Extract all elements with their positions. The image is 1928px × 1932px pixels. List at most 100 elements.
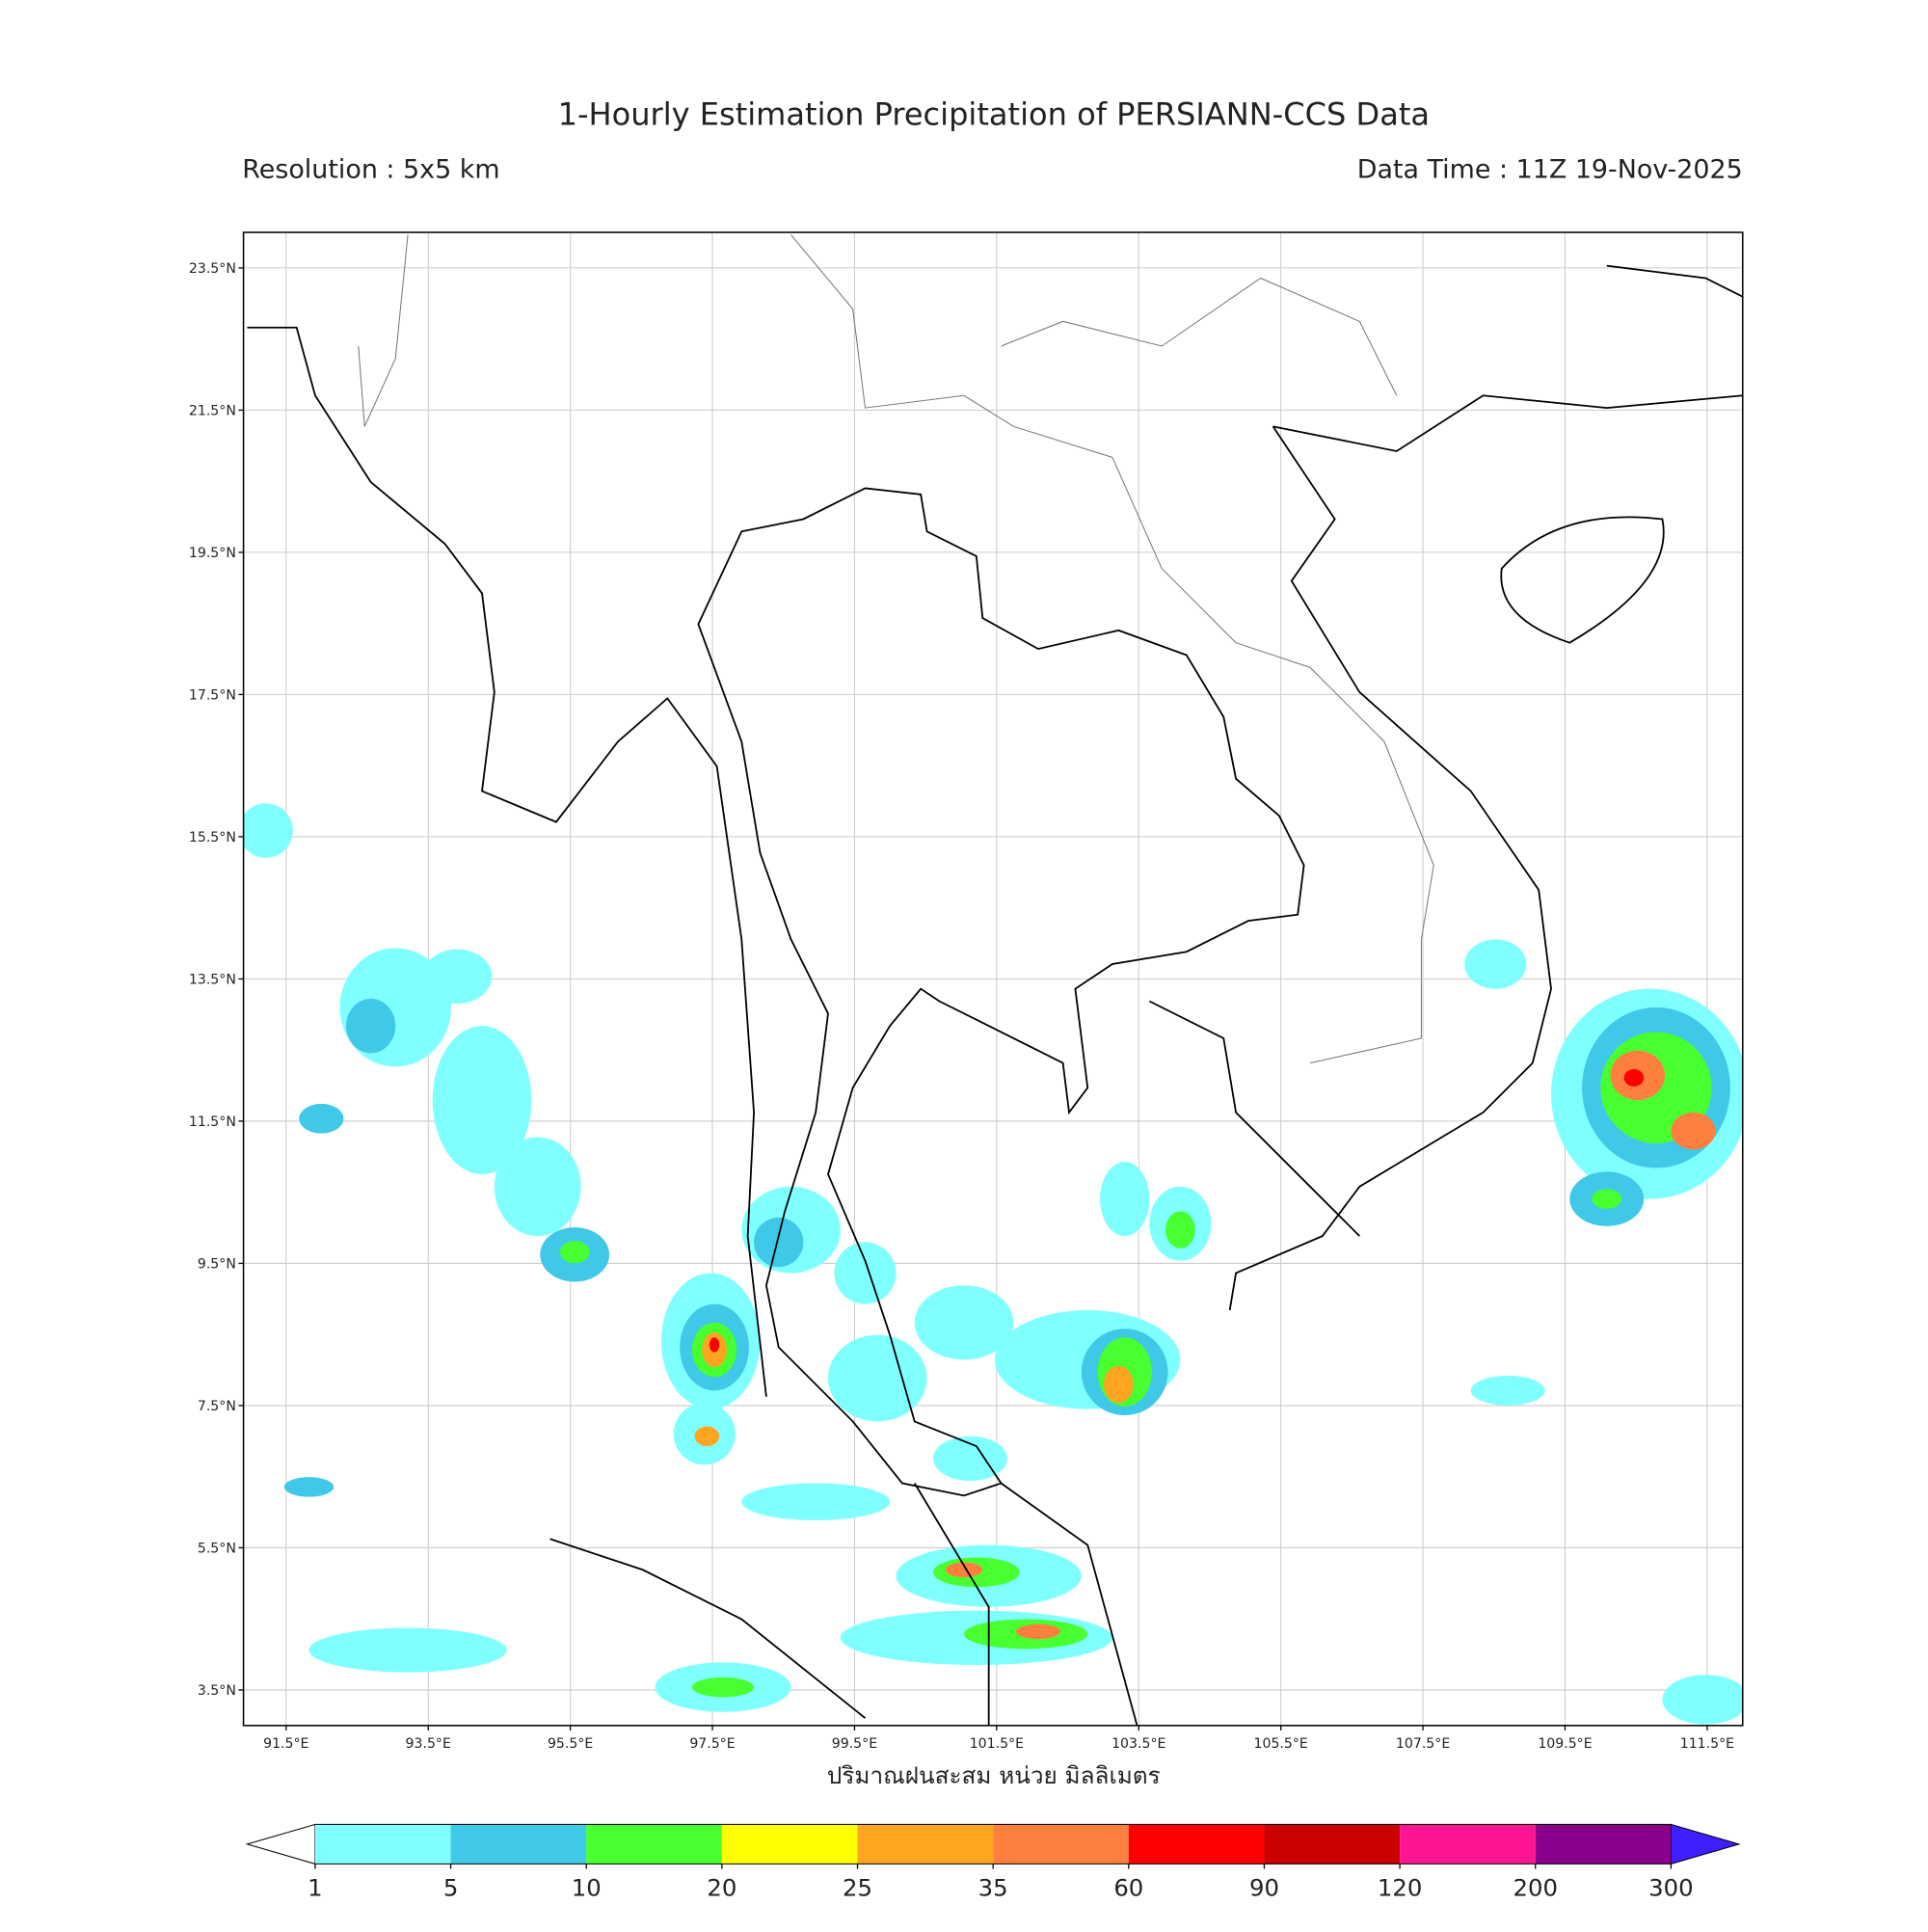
rain-cell xyxy=(828,1334,927,1422)
rain-cell xyxy=(283,1477,335,1497)
x-tick-label: 109.5°E xyxy=(1538,1736,1592,1752)
rain-cell xyxy=(932,1436,1007,1481)
rain-cell xyxy=(1165,1211,1195,1248)
rain-cell xyxy=(1470,1375,1545,1406)
colorbar-under xyxy=(245,1823,316,1865)
colorbar-segment xyxy=(993,1824,1129,1865)
rain-cell xyxy=(308,1627,507,1673)
thailand-outline xyxy=(697,487,1305,1497)
x-tick-label: 105.5°E xyxy=(1254,1736,1308,1752)
rain-cell xyxy=(1103,1365,1134,1404)
colorbar-tick-label: 25 xyxy=(843,1874,872,1902)
sumatra-coast xyxy=(549,1538,867,1719)
rain-cell xyxy=(243,803,293,858)
x-tick-label: 101.5°E xyxy=(970,1736,1024,1752)
rain-cell xyxy=(709,1337,720,1353)
rain-cell xyxy=(834,1242,897,1304)
x-tick-label: 91.5°E xyxy=(263,1736,308,1752)
rain-cell xyxy=(691,1677,755,1698)
country-border xyxy=(1001,277,1398,396)
colorbar-segment xyxy=(857,1824,994,1865)
coastlines xyxy=(247,234,1743,1726)
rain-cell xyxy=(432,1026,532,1174)
y-tick-label: 13.5°N xyxy=(189,973,236,988)
scaled-layer: 1-Hourly Estimation Precipitation of PER… xyxy=(189,95,1744,1902)
colorbar-tick-label: 60 xyxy=(1113,1874,1143,1902)
colorbar-tick-label: 1 xyxy=(308,1874,323,1902)
x-tick-label: 111.5°E xyxy=(1680,1736,1734,1752)
x-tick-label: 95.5°E xyxy=(548,1736,593,1752)
grid xyxy=(243,232,1743,1726)
rain-cell xyxy=(422,949,493,1005)
colorbar-segment xyxy=(314,1824,451,1865)
rain-cell xyxy=(1015,1623,1061,1640)
colorbar-tick-label: 35 xyxy=(978,1874,1008,1902)
hainan xyxy=(1500,516,1665,644)
y-tick-label: 5.5°N xyxy=(198,1542,236,1557)
china-coast xyxy=(1606,264,1743,298)
rain-cell xyxy=(914,1285,1014,1360)
y-tick-label: 9.5°N xyxy=(198,1257,236,1273)
y-tick-label: 3.5°N xyxy=(198,1683,236,1699)
malaysia-coast xyxy=(913,1483,990,1726)
y-tick-label: 21.5°N xyxy=(189,404,236,419)
rain-cell xyxy=(741,1483,891,1520)
colorbar-tick-label: 200 xyxy=(1513,1874,1558,1902)
malaysia-coast xyxy=(1000,1482,1138,1726)
y-tick-label: 17.5°N xyxy=(189,688,236,704)
rain-cell xyxy=(299,1103,344,1134)
cambodia-coast xyxy=(1148,1000,1360,1237)
resolution: Resolution : 5x5 km xyxy=(242,155,499,185)
colorbar-segment xyxy=(721,1824,858,1865)
rain-cell xyxy=(945,1562,983,1577)
y-tick-label: 7.5°N xyxy=(198,1399,236,1414)
y-tick-label: 19.5°N xyxy=(189,546,236,561)
data-time: Data Time : 11Z 19-Nov-2025 xyxy=(1357,155,1743,185)
title: 1-Hourly Estimation Precipitation of PER… xyxy=(558,95,1430,132)
colorbar-segment xyxy=(1128,1824,1265,1865)
china-coast xyxy=(1272,394,1743,452)
colorbar-tick-label: 90 xyxy=(1249,1874,1279,1902)
colorbar-tick-label: 20 xyxy=(707,1874,736,1902)
axis-ticks: 91.5°E 93.5°E 95.5°E 97.5°E 99.5°E 101.5°E 103… xyxy=(189,261,1734,1752)
colorbar-segment xyxy=(1535,1824,1672,1865)
colorbar: 1 5 10 20 25 35 60 90 120 200 300 xyxy=(245,1823,1741,1902)
rain-cell xyxy=(559,1241,590,1264)
rain-cell xyxy=(1671,1112,1716,1150)
precipitation xyxy=(243,803,1743,1725)
map-content xyxy=(243,232,1743,1726)
rain-cell xyxy=(345,998,396,1054)
colorbar-segment xyxy=(1400,1824,1536,1865)
colorbar-tick-label: 300 xyxy=(1648,1874,1693,1902)
x-tick-label: 107.5°E xyxy=(1396,1736,1450,1752)
colorbar-label: ปริมาณฝนสะสม หน่วย มิลลิเมตร xyxy=(827,1761,1161,1789)
x-tick-label: 99.5°E xyxy=(832,1736,877,1752)
colorbar-segment xyxy=(450,1824,587,1865)
rain-cell xyxy=(1100,1162,1150,1237)
myanmar-coast xyxy=(247,326,767,1397)
colorbar-over xyxy=(1670,1823,1741,1865)
colorbar-tick-label: 5 xyxy=(443,1874,459,1902)
vietnam-coast xyxy=(1228,425,1552,1311)
rain-cell xyxy=(1592,1189,1622,1209)
map-area xyxy=(243,232,1743,1726)
y-tick-label: 11.5°N xyxy=(189,1114,236,1130)
x-tick-label: 93.5°E xyxy=(406,1736,451,1752)
y-tick-label: 15.5°N xyxy=(189,830,236,845)
country-border xyxy=(358,234,409,427)
colorbar-tick-label: 120 xyxy=(1378,1874,1422,1902)
country-border xyxy=(790,234,1434,1064)
y-tick-label: 23.5°N xyxy=(189,261,236,277)
colorbar-tick-label: 10 xyxy=(572,1874,602,1902)
rain-cell xyxy=(494,1137,581,1237)
colorbar-segment xyxy=(1264,1824,1401,1865)
x-tick-label: 103.5°E xyxy=(1111,1736,1165,1752)
x-tick-label: 97.5°E xyxy=(689,1736,735,1752)
rain-cell xyxy=(694,1426,720,1447)
rain-cell xyxy=(1464,939,1527,989)
rain-cell xyxy=(1662,1675,1743,1725)
rain-cell xyxy=(754,1217,804,1268)
rain-cell xyxy=(1623,1069,1645,1087)
colorbar-segment xyxy=(586,1824,722,1865)
